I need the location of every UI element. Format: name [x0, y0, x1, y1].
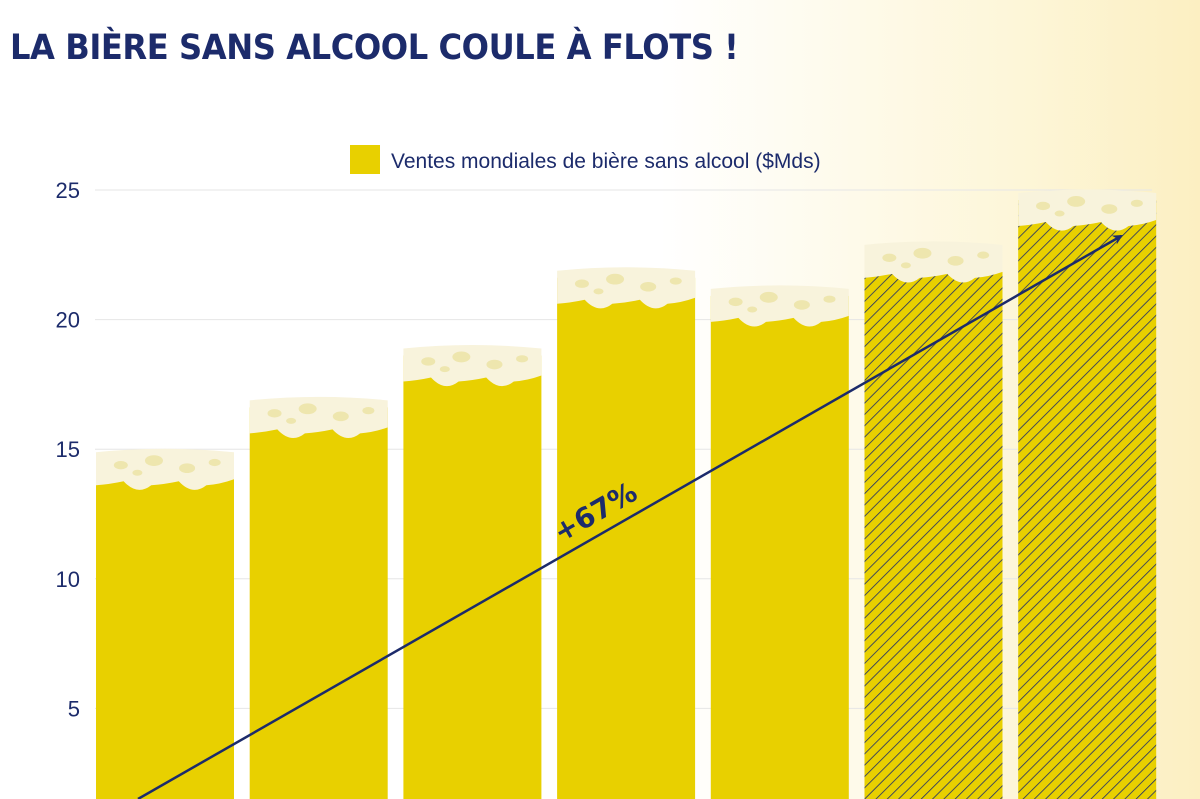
foam-bubble [606, 273, 625, 285]
bar [249, 396, 388, 799]
bar-body [864, 251, 1003, 799]
bar-projected [1018, 189, 1157, 799]
bar-body [710, 295, 849, 799]
y-tick-label: 25 [56, 178, 80, 203]
bar-foam [864, 241, 1003, 283]
foam-bubble [823, 295, 836, 303]
bar-foam [557, 267, 696, 309]
bar-body [249, 407, 388, 799]
foam-bubble [669, 277, 682, 285]
foam-bubble [728, 297, 743, 307]
foam-bubble [332, 411, 349, 422]
bar-body [1018, 200, 1157, 799]
foam-bubble [179, 463, 196, 474]
foam-bubble [574, 279, 589, 288]
bar-body [403, 355, 542, 799]
bar-body [557, 277, 696, 799]
bar [557, 267, 696, 799]
foam-bubble [913, 247, 932, 259]
bar-projected [864, 241, 1003, 799]
foam-bubble [1101, 204, 1118, 214]
bar-foam [1018, 189, 1157, 231]
bar-foam [710, 285, 849, 327]
y-axis: 5 10 15 20 25 [56, 178, 80, 721]
foam-bubble [113, 460, 128, 470]
legend-swatch [350, 145, 380, 174]
foam-bubble [208, 458, 221, 467]
foam-bubble [793, 300, 810, 310]
foam-bubble [1036, 201, 1051, 211]
foam-bubble [452, 351, 471, 363]
bar [96, 448, 234, 799]
foam-bubble [1054, 210, 1065, 217]
page-title: LA BIÈRE SANS ALCOOL COULE À FLOTS ! [10, 28, 739, 68]
foam-bubble [640, 281, 657, 292]
foam-bubble [759, 291, 778, 303]
foam-bubble [486, 359, 503, 370]
foam-bubble [1067, 196, 1086, 207]
foam-bubble [882, 253, 897, 262]
legend-label: Ventes mondiales de bière sans alcool ($… [391, 150, 821, 173]
foam-bubble [362, 407, 375, 415]
bar-foam [96, 448, 234, 490]
bar-foam [403, 345, 542, 387]
foam-bubble [747, 306, 758, 313]
y-tick-label: 15 [56, 437, 80, 462]
foam-bubble [298, 403, 317, 415]
bar-foam [249, 396, 388, 439]
bar-body [96, 459, 234, 799]
foam-bubble [144, 455, 163, 466]
bar [710, 285, 849, 799]
foam-bubble [516, 355, 529, 363]
foam-bubble [900, 262, 911, 269]
foam-bubble [132, 469, 143, 476]
foam-bubble [439, 366, 450, 373]
y-tick-label: 10 [56, 567, 80, 592]
foam-bubble [947, 256, 964, 266]
bar [403, 345, 542, 799]
bars [96, 189, 1157, 799]
foam-bubble [267, 409, 282, 418]
foam-bubble [593, 288, 604, 295]
y-tick-label: 20 [56, 308, 80, 333]
foam-bubble [286, 417, 297, 424]
foam-bubble [421, 357, 436, 366]
foam-bubble [977, 251, 990, 259]
legend: Ventes mondiales de bière sans alcool ($… [350, 145, 821, 174]
growth-arrow [137, 234, 1123, 799]
y-tick-label: 5 [68, 696, 80, 721]
foam-bubble [1130, 199, 1143, 207]
